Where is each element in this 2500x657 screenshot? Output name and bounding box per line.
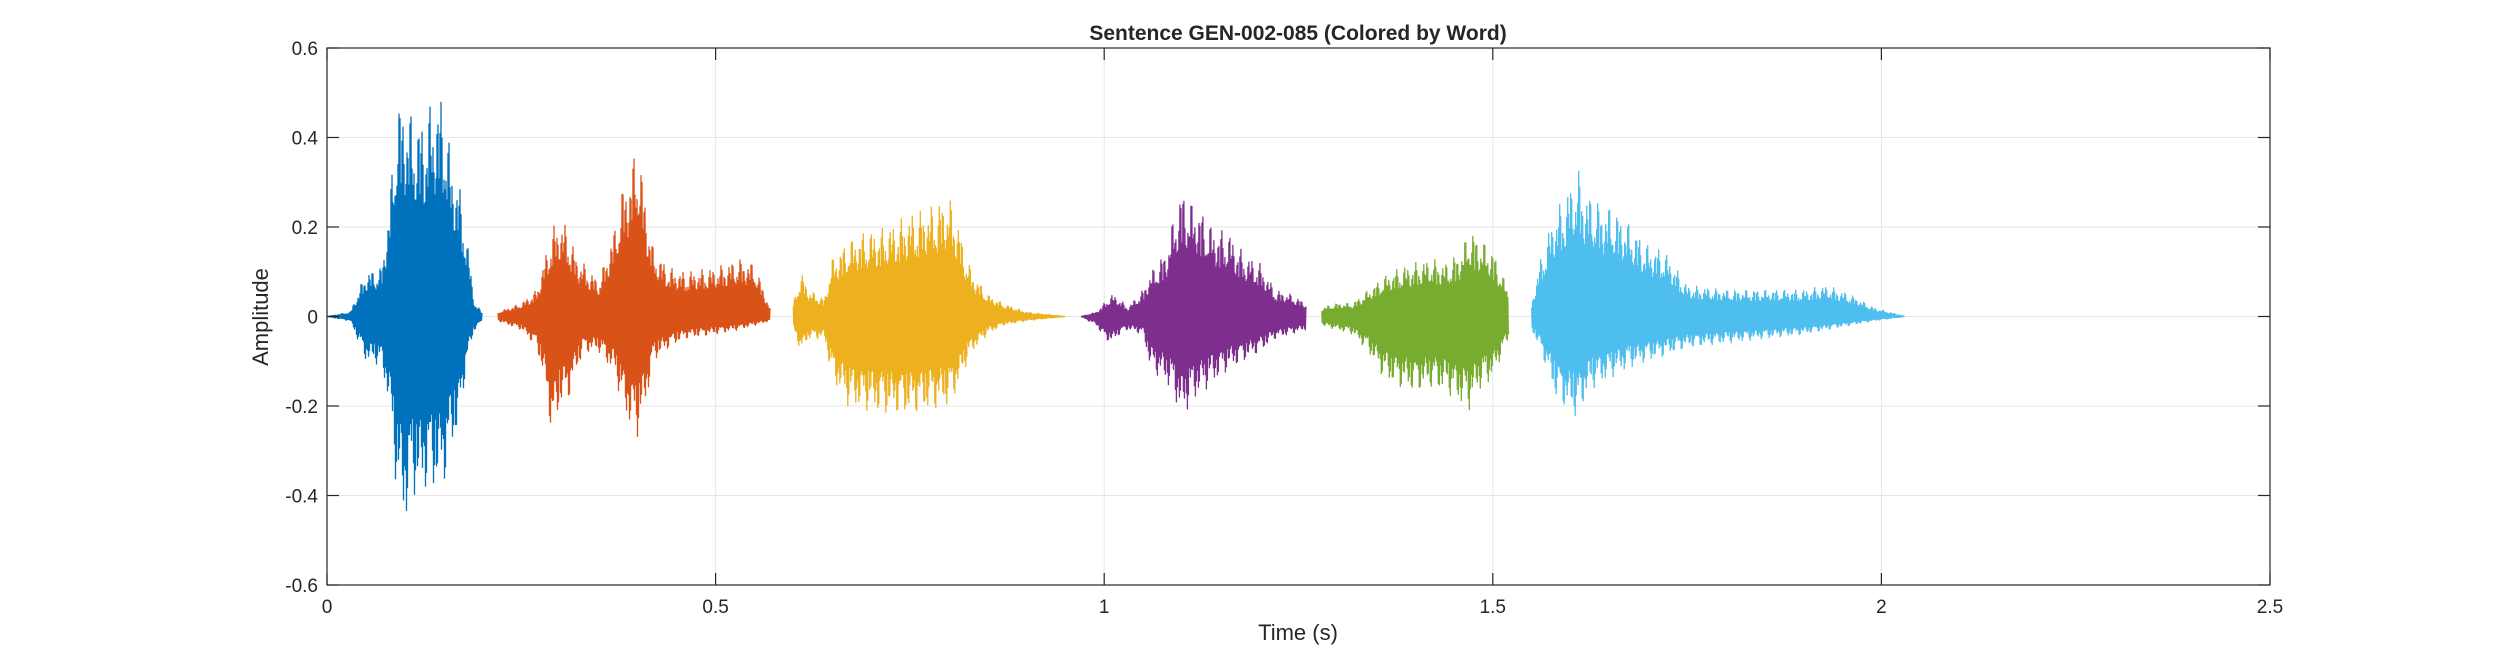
x-axis-label: Time (s)	[1258, 620, 1338, 645]
y-tick-label: 0	[307, 308, 318, 329]
waveform-word-4	[1080, 200, 1307, 410]
y-tick-label: 0.6	[292, 39, 318, 60]
waveform-word-6	[1531, 170, 1905, 416]
waveform-word-1	[326, 101, 483, 512]
y-tick-label: -0.4	[285, 487, 318, 508]
x-tick-label: 1	[1099, 597, 1110, 618]
y-tick-label: -0.2	[285, 397, 318, 418]
y-tick-label: -0.6	[285, 576, 318, 597]
x-tick-label: 0.5	[702, 597, 728, 618]
x-tick-label: 2.5	[2257, 597, 2283, 618]
axes	[326, 47, 2271, 586]
waveform-series	[326, 101, 1905, 512]
x-tick-label: 0	[322, 597, 333, 618]
y-tick-label: 0.4	[292, 129, 319, 150]
waveform-word-5	[1321, 235, 1509, 411]
waveform-word-2	[497, 158, 771, 438]
x-tick-label: 1.5	[1480, 597, 1506, 618]
chart-title: Sentence GEN-002-085 (Colored by Word)	[1089, 22, 1506, 45]
waveform-word-3	[792, 200, 1066, 413]
y-axis-label: Amplitude	[248, 268, 273, 366]
y-tick-label: 0.2	[292, 218, 318, 239]
x-tick-label: 2	[1876, 597, 1887, 618]
tick-labels: 0 0.5 1 1.5 2 2.5 0.6 0.4 0.2 0 -0.2 -0.4 -0.6	[285, 39, 2283, 618]
